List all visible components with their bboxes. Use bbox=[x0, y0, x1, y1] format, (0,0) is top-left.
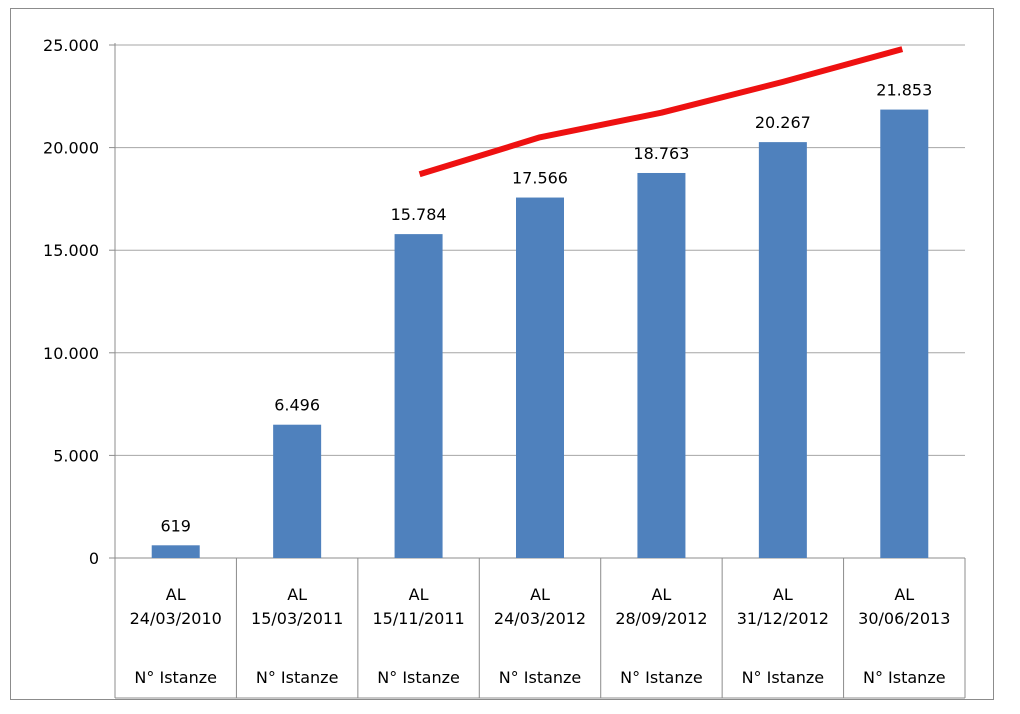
y-tick-label: 20.000 bbox=[43, 139, 99, 158]
bar bbox=[273, 424, 322, 558]
category-label-date: 15/03/2011 bbox=[251, 609, 343, 628]
category-label-series: N° Istanze bbox=[863, 668, 946, 687]
data-label: 20.267 bbox=[755, 113, 811, 132]
category-label-date: 24/03/2012 bbox=[494, 609, 586, 628]
bar bbox=[516, 197, 564, 558]
y-tick-label: 0 bbox=[89, 549, 99, 568]
y-tick-label: 5.000 bbox=[53, 446, 99, 465]
category-label-series: N° Istanze bbox=[134, 668, 217, 687]
category-label-date: 28/09/2012 bbox=[615, 609, 707, 628]
category-label-date: 15/11/2011 bbox=[372, 609, 464, 628]
y-tick-label: 25.000 bbox=[43, 36, 99, 55]
data-label: 619 bbox=[160, 516, 191, 535]
data-label: 21.853 bbox=[876, 81, 932, 100]
category-label-line1: AL bbox=[894, 585, 914, 604]
category-label-date: 30/06/2013 bbox=[858, 609, 950, 628]
bar bbox=[758, 142, 807, 558]
category-label-date: 31/12/2012 bbox=[737, 609, 829, 628]
category-label-line1: AL bbox=[166, 585, 186, 604]
category-label-series: N° Istanze bbox=[256, 668, 339, 687]
data-label: 15.784 bbox=[391, 205, 447, 224]
trend-line bbox=[418, 46, 904, 178]
chart-frame bbox=[10, 8, 994, 700]
category-label-line1: AL bbox=[287, 585, 307, 604]
bar bbox=[880, 109, 929, 558]
category-label-line1: AL bbox=[530, 585, 550, 604]
y-tick-label: 15.000 bbox=[43, 241, 99, 260]
category-label-line1: AL bbox=[773, 585, 793, 604]
bar bbox=[151, 545, 200, 558]
bar bbox=[637, 172, 686, 558]
data-label: 18.763 bbox=[633, 144, 689, 163]
category-label-series: N° Istanze bbox=[742, 668, 825, 687]
data-label: 6.496 bbox=[274, 396, 320, 415]
category-label-series: N° Istanze bbox=[377, 668, 460, 687]
y-tick-label: 10.000 bbox=[43, 344, 99, 363]
category-label-line1: AL bbox=[651, 585, 671, 604]
category-label-series: N° Istanze bbox=[620, 668, 703, 687]
bar bbox=[394, 234, 443, 559]
data-label: 17.566 bbox=[512, 169, 568, 188]
category-label-date: 24/03/2010 bbox=[130, 609, 222, 628]
category-label-line1: AL bbox=[409, 585, 429, 604]
category-label-series: N° Istanze bbox=[499, 668, 582, 687]
